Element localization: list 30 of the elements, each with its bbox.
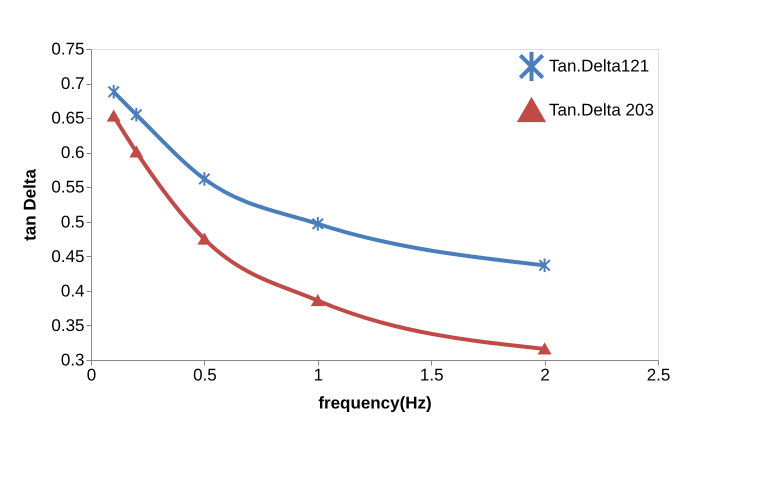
y-tick-label: 0.5: [60, 212, 84, 232]
point: [107, 84, 120, 100]
x-axis-title: frequency(Hz): [318, 394, 432, 412]
point: [538, 343, 551, 354]
y-tick-label: 0.55: [51, 178, 84, 197]
y-tick-label: 0.45: [51, 246, 84, 266]
x-tick-label: 2.5: [646, 366, 670, 384]
y-tick-label: 0.35: [51, 316, 84, 335]
legend-label: Tan.Delta121: [549, 56, 650, 76]
point: [312, 216, 324, 232]
point: [198, 234, 211, 245]
point: [198, 171, 211, 187]
x-tick-label: 0.5: [193, 366, 217, 384]
y-tick-label: 0.65: [51, 108, 84, 128]
x-tick-label: 1: [314, 366, 324, 384]
legend-label: Tan.Delta 203: [549, 100, 654, 120]
y-axis-title: tan Delta: [20, 168, 40, 241]
point: [107, 110, 120, 122]
y-tick-label: 0.6: [60, 143, 84, 162]
y-tick-label: 0.75: [51, 40, 84, 58]
point: [130, 146, 143, 158]
point: [130, 106, 143, 122]
point: [312, 295, 324, 306]
x-tick-label: 2: [540, 366, 550, 384]
y-tick-label: 0.7: [60, 74, 84, 94]
x-tick-label: 0: [86, 366, 96, 384]
x-tick-label: 1.5: [420, 366, 444, 384]
y-tick-label: 0.3: [60, 350, 84, 370]
point: [538, 258, 551, 274]
y-tick-label: 0.4: [60, 281, 84, 300]
